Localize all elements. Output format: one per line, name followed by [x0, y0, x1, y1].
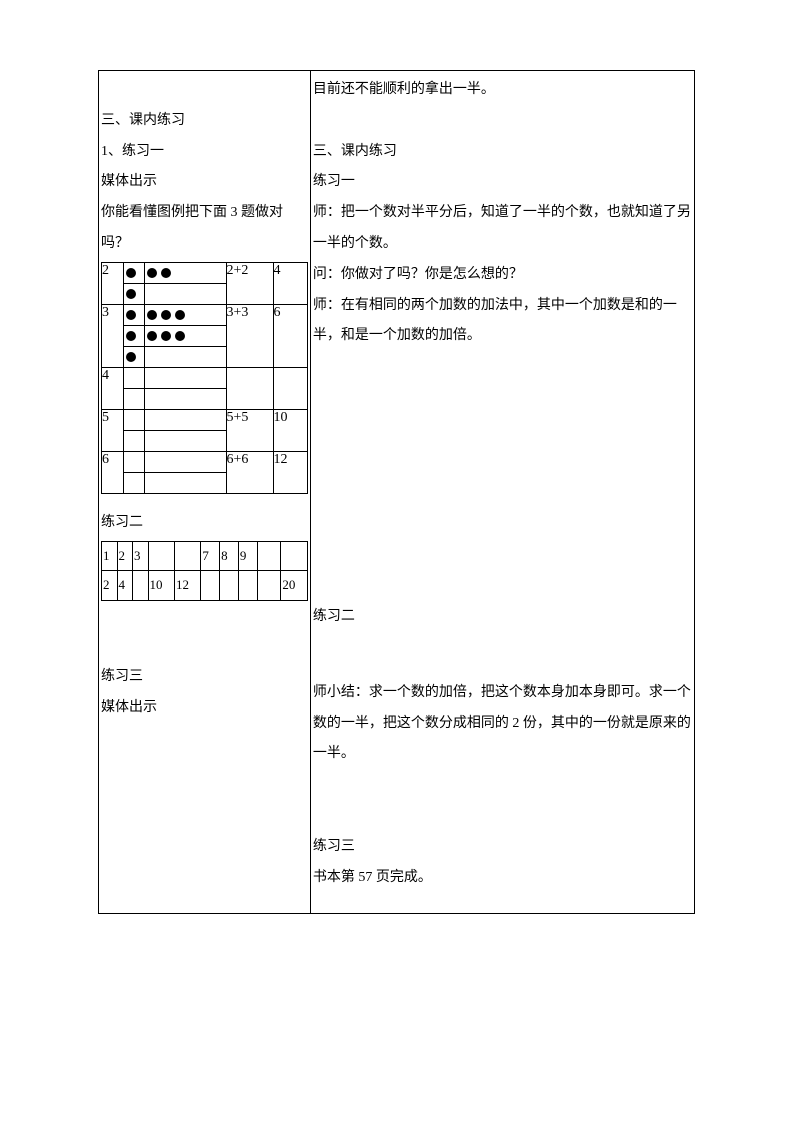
left-ex1-question: 你能看懂图例把下面 3 题做对吗？	[101, 198, 308, 260]
table-cell	[123, 304, 226, 367]
table-cell	[226, 367, 273, 409]
table-cell: 2+2	[226, 262, 273, 304]
table-cell	[238, 571, 257, 601]
left-ex2-title: 练习二	[101, 508, 308, 539]
right-ex1-title: 练习一	[313, 167, 692, 198]
right-ex2-title: 练习二	[313, 602, 692, 633]
right-question-1: 问：你做对了吗？你是怎么想的？	[313, 260, 692, 291]
left-media: 媒体出示	[101, 167, 308, 198]
table-cell: 6	[273, 304, 307, 367]
table-cell	[273, 367, 307, 409]
table-cell	[257, 541, 281, 571]
dots-exercise-table: 22+2433+36455+51066+612	[101, 262, 308, 494]
right-teacher-1: 师：把一个数对半平分后，知道了一半的个数，也就知道了另一半的个数。	[313, 198, 692, 260]
lesson-layout-table: 三、课内练习 1、练习一 媒体出示 你能看懂图例把下面 3 题做对吗？ 2 2+2…	[98, 70, 695, 914]
right-column: 目前还不能顺利的拿出一半。 三、课内练习 练习一 师：把一个数对半平分后，知道了…	[311, 71, 694, 913]
page: 三、课内练习 1、练习一 媒体出示 你能看懂图例把下面 3 题做对吗？ 2 2+2…	[0, 0, 793, 1122]
table-cell: 12	[174, 571, 200, 601]
table-cell: 9	[238, 541, 257, 571]
left-section-title: 三、课内练习	[101, 106, 308, 137]
table-cell: 20	[281, 571, 307, 601]
table-cell	[281, 541, 307, 571]
table-cell: 2	[102, 571, 118, 601]
table-cell: 4	[273, 262, 307, 304]
table-cell	[123, 409, 226, 451]
table-cell: 6+6	[226, 451, 273, 493]
table-cell: 6	[102, 451, 124, 493]
right-teacher-2: 师：在有相同的两个加数的加法中，其中一个加数是和的一半，和是一个加数的加倍。	[313, 291, 692, 353]
table-cell: 10	[273, 409, 307, 451]
right-ex3-body: 书本第 57 页完成。	[313, 863, 692, 894]
table-cell	[123, 367, 226, 409]
left-column: 三、课内练习 1、练习一 媒体出示 你能看懂图例把下面 3 题做对吗？ 2 2+2…	[99, 71, 310, 761]
table-cell: 12	[273, 451, 307, 493]
left-ex3-title: 练习三	[101, 662, 308, 693]
table-cell: 1	[102, 541, 118, 571]
right-line0: 目前还不能顺利的拿出一半。	[313, 75, 692, 106]
left-ex1-label: 1、练习一	[101, 137, 308, 168]
table-cell: 8	[220, 541, 239, 571]
table-cell	[148, 541, 174, 571]
table-cell: 2	[102, 262, 124, 304]
table-cell: 5	[102, 409, 124, 451]
right-section-title: 三、课内练习	[313, 137, 692, 168]
table-cell: 4	[117, 571, 133, 601]
table-cell	[133, 571, 149, 601]
table-cell	[123, 451, 226, 493]
table-cell: 3+3	[226, 304, 273, 367]
table-cell: 7	[201, 541, 220, 571]
right-ex3-title: 练习三	[313, 832, 692, 863]
table-cell: 5+5	[226, 409, 273, 451]
table-cell	[201, 571, 220, 601]
table-cell: 4	[102, 367, 124, 409]
right-summary: 师小结：求一个数的加倍，把这个数本身加本身即可。求一个数的一半，把这个数分成相同…	[313, 678, 692, 770]
table-cell	[174, 541, 200, 571]
table-cell: 3	[102, 304, 124, 367]
table-cell: 2	[117, 541, 133, 571]
table-cell: 3	[133, 541, 149, 571]
table-cell: 10	[148, 571, 174, 601]
ex2-number-table: 12378924101220	[101, 541, 308, 601]
table-cell	[257, 571, 281, 601]
table-cell	[220, 571, 239, 601]
table-cell	[123, 262, 226, 304]
left-media-2: 媒体出示	[101, 693, 308, 724]
